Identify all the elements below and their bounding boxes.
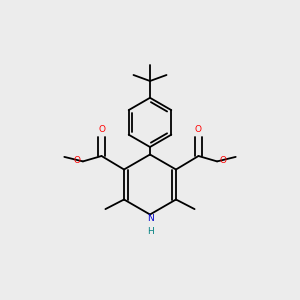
Text: O: O	[195, 125, 202, 134]
Text: N: N	[147, 214, 153, 223]
Text: O: O	[219, 156, 226, 165]
Text: H: H	[147, 226, 153, 236]
Text: O: O	[74, 156, 81, 165]
Text: O: O	[98, 125, 105, 134]
